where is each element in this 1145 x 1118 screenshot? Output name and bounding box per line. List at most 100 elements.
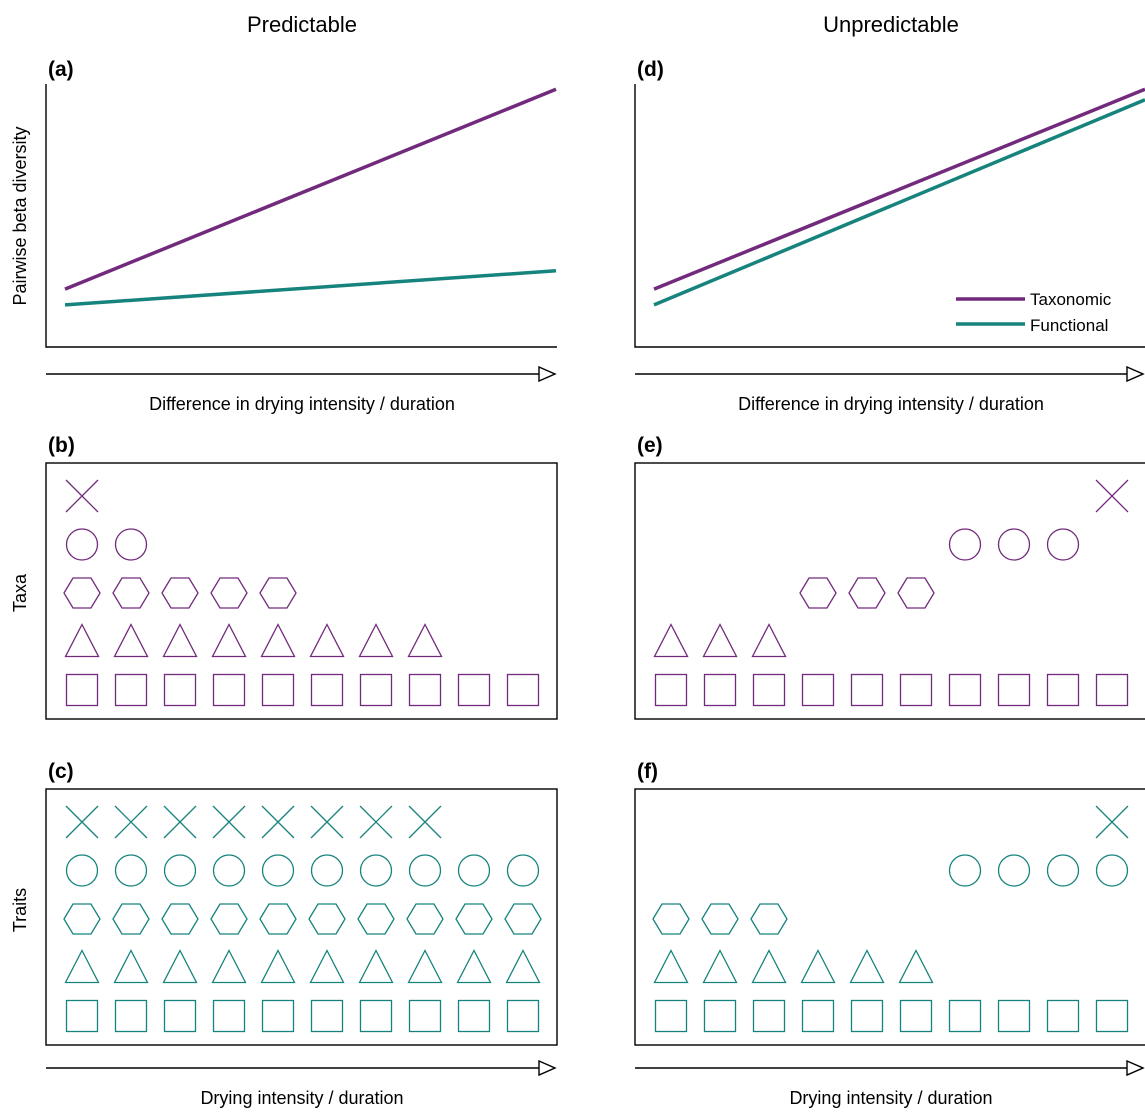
square-icon [359, 999, 393, 1033]
square-icon [359, 673, 393, 707]
panel-c-trait-shapes [63, 805, 542, 1033]
square-icon [654, 999, 688, 1033]
hexagon-icon [799, 577, 837, 609]
legend-label-taxonomic: Taxonomic [1030, 290, 1112, 309]
triangle-icon [407, 623, 443, 658]
triangle-icon [358, 623, 394, 658]
triangle-icon [702, 623, 738, 658]
circle-icon [506, 854, 540, 887]
hexagon-icon [161, 577, 199, 609]
hexagon-icon [210, 903, 248, 935]
panel-e-taxa-shapes [653, 479, 1129, 707]
triangle-icon [653, 949, 689, 984]
circle-icon [114, 854, 148, 887]
legend-label-functional: Functional [1030, 316, 1108, 335]
hexagon-icon [455, 903, 493, 935]
circle-icon [1095, 854, 1129, 887]
panel-d-axes [634, 84, 1145, 348]
square-icon [997, 673, 1031, 707]
square-icon [65, 999, 99, 1033]
hexagon-icon [357, 903, 395, 935]
square-icon [261, 999, 295, 1033]
square-icon [457, 999, 491, 1033]
circle-icon [212, 854, 246, 887]
triangle-icon [751, 949, 787, 984]
square-icon [899, 673, 933, 707]
triangle-icon [162, 623, 198, 658]
x-axis-label-difference-right: Difference in drying intensity / duratio… [738, 394, 1044, 414]
triangle-icon [260, 949, 296, 984]
hexagon-icon [63, 903, 101, 935]
triangle-icon [162, 949, 198, 984]
cross-icon [408, 805, 442, 839]
square-icon [506, 999, 540, 1033]
square-icon [654, 673, 688, 707]
row-label-traits: Traits [10, 888, 30, 932]
square-icon [163, 673, 197, 707]
triangle-icon [113, 623, 149, 658]
hexagon-icon [112, 577, 150, 609]
square-icon [1095, 999, 1129, 1033]
panel-f-box [634, 788, 1145, 1046]
square-icon [114, 999, 148, 1033]
legend: Taxonomic Functional [956, 290, 1112, 335]
square-icon [801, 673, 835, 707]
triangle-icon [211, 949, 247, 984]
panel-c-box [45, 788, 558, 1046]
column-header-predictable: Predictable [247, 12, 357, 37]
cross-icon [1095, 805, 1129, 839]
cross-icon [114, 805, 148, 839]
panel-tag-b: (b) [48, 434, 75, 457]
square-icon [997, 999, 1031, 1033]
circle-icon [163, 854, 197, 887]
circle-icon [408, 854, 442, 887]
hexagon-icon [750, 903, 788, 935]
x-axis-label-drying-left: Drying intensity / duration [200, 1088, 403, 1108]
panel-d-plot [634, 84, 1145, 348]
panel-tag-f: (f) [637, 760, 658, 783]
circle-icon [310, 854, 344, 887]
triangle-icon [113, 949, 149, 984]
square-icon [1046, 999, 1080, 1033]
circle-icon [359, 854, 393, 887]
hexagon-icon [210, 577, 248, 609]
x-arrow-left-top [46, 365, 557, 383]
panel-b-taxa-shapes [63, 479, 540, 707]
panel-tag-a: (a) [48, 58, 74, 81]
series-line-taxonomic [653, 87, 1145, 291]
panel-a-plot [45, 84, 557, 348]
series-line-functional [653, 98, 1145, 307]
triangle-icon [407, 949, 443, 984]
triangle-icon [898, 949, 934, 984]
triangle-icon [800, 949, 836, 984]
square-icon [408, 999, 442, 1033]
hexagon-icon [652, 903, 690, 935]
panel-tag-e: (e) [637, 434, 663, 457]
x-arrow-left-bottom [46, 1059, 557, 1077]
hexagon-icon [259, 577, 297, 609]
panel-a-axes [45, 84, 557, 348]
circle-icon [1046, 854, 1080, 887]
panel-tag-d: (d) [637, 58, 664, 81]
series-line-taxonomic [64, 87, 557, 291]
hexagon-icon [897, 577, 935, 609]
square-icon [850, 999, 884, 1033]
hexagon-icon [259, 903, 297, 935]
circle-icon [948, 528, 982, 561]
square-icon [948, 673, 982, 707]
arrow-head-icon [1126, 1059, 1145, 1077]
square-icon [408, 673, 442, 707]
panel-tag-c: (c) [48, 760, 74, 783]
arrow-head-icon [1126, 365, 1145, 383]
x-arrow-right-top [635, 365, 1145, 383]
square-icon [752, 673, 786, 707]
triangle-icon [358, 949, 394, 984]
square-icon [703, 999, 737, 1033]
cross-icon [212, 805, 246, 839]
y-axis-label-beta-diversity: Pairwise beta diversity [10, 126, 30, 305]
square-icon [261, 673, 295, 707]
square-icon [1046, 673, 1080, 707]
circle-icon [65, 528, 99, 561]
square-icon [703, 673, 737, 707]
